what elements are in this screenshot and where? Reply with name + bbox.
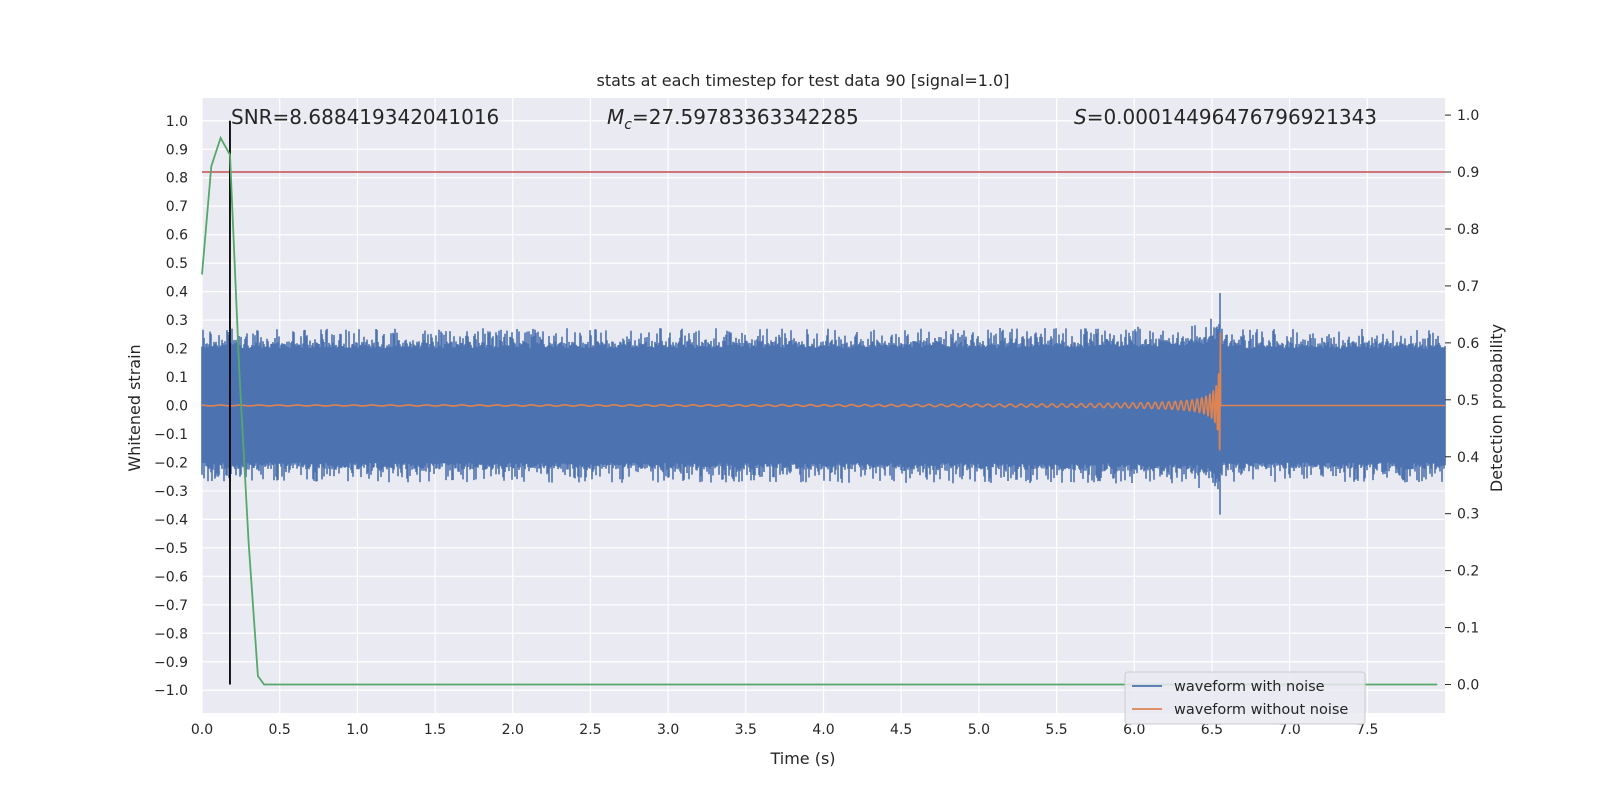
x-tick-label: 2.5 [579, 722, 601, 738]
y-tick-label-right: 0.8 [1457, 222, 1479, 238]
overlays [201, 120, 1445, 686]
y-axis-label-right: Detection probability [1487, 324, 1506, 492]
clean-waveform-path [201, 332, 1445, 451]
x-tick-label: 4.5 [890, 722, 912, 738]
ticks: 0.0 0.5 1.0 1.5 2.0 2.5 3.0 3.5 4.0 4.5 5.0 5.5 6.0 6… [154, 108, 1479, 738]
y-tick-label-right: 0.4 [1457, 450, 1479, 466]
x-axis-label: Time (s) [769, 749, 835, 768]
legend-label-noise: waveform with noise [1174, 679, 1325, 695]
legend-label-clean: waveform without noise [1174, 702, 1348, 718]
y-tick-label-left: 0.1 [166, 370, 188, 386]
legend-box [1124, 671, 1366, 725]
x-tick-label: 3.0 [657, 722, 679, 738]
noise-waveform-path [201, 293, 1446, 515]
y-tick-label-left: −1.0 [154, 683, 188, 699]
legend: waveform with noise waveform without noi… [1124, 671, 1366, 725]
y-tick-label-right: 0.1 [1457, 621, 1479, 637]
series-waveform-without-noise [201, 332, 1445, 451]
y-tick-label-right: 0.0 [1457, 678, 1479, 694]
y-tick-label-left: 0.8 [166, 171, 188, 187]
detection-probability-line [201, 135, 1438, 686]
y-tick-label-left: −0.8 [154, 626, 188, 642]
x-tick-label: 7.5 [1356, 722, 1378, 738]
y-tick-label-right: 0.2 [1457, 564, 1479, 580]
y-tick-label-left: −0.4 [154, 512, 188, 528]
y-tick-label-right: 0.7 [1457, 279, 1479, 295]
y-tick-label-right: 0.3 [1457, 507, 1479, 523]
x-tick-label: 0.5 [269, 722, 291, 738]
y-tick-label-left: −0.9 [154, 655, 188, 671]
x-tick-label: 4.0 [812, 722, 834, 738]
x-tick-label: 2.0 [502, 722, 524, 738]
y-tick-label-left: −0.5 [154, 541, 188, 557]
x-tick-label: 0.0 [191, 722, 213, 738]
y-tick-label-left: −0.7 [154, 598, 188, 614]
y-tick-label-left: 0.4 [166, 285, 188, 301]
x-tick-label: 5.0 [968, 722, 990, 738]
x-tick-label: 3.5 [735, 722, 757, 738]
y-tick-label-left: 0.3 [166, 313, 188, 329]
y-axis-label-left: Whitened strain [125, 344, 144, 471]
y-tick-label-left: 0.9 [166, 142, 188, 158]
y-tick-label-left: −0.6 [154, 569, 188, 585]
y-tick-label-left: 0.2 [166, 342, 188, 358]
x-tick-label: 7.0 [1278, 722, 1300, 738]
y-tick-label-left: 0.6 [166, 228, 188, 244]
y-tick-label-left: 0.5 [166, 256, 188, 272]
y-tick-label-left: 0.0 [166, 399, 188, 415]
y-tick-label-left: 1.0 [166, 114, 188, 130]
y-tick-label-right: 1.0 [1457, 108, 1479, 124]
snr-annotation: SNR=8.688419342041016 [231, 105, 499, 129]
x-tick-label: 5.5 [1045, 722, 1067, 738]
chirp-mass-annotation: Mc=27.59783363342285 [607, 105, 859, 133]
y-tick-label-left: −0.3 [154, 484, 188, 500]
s-annotation: S=0.00014496476796921343 [1074, 105, 1377, 129]
y-tick-label-left: 0.7 [166, 199, 188, 215]
x-tick-label: 6.0 [1123, 722, 1145, 738]
y-tick-label-left: −0.2 [154, 455, 188, 471]
y-tick-label-left: −0.1 [154, 427, 188, 443]
x-tick-label: 1.5 [424, 722, 446, 738]
y-tick-label-right: 0.6 [1457, 336, 1479, 352]
y-tick-label-right: 0.9 [1457, 165, 1479, 181]
series-waveform-with-noise [201, 293, 1446, 515]
x-tick-label: 6.5 [1201, 722, 1223, 738]
x-tick-label: 1.0 [346, 722, 368, 738]
chart-title: stats at each timestep for test data 90 … [597, 71, 1010, 90]
y-tick-label-right: 0.5 [1457, 393, 1479, 409]
